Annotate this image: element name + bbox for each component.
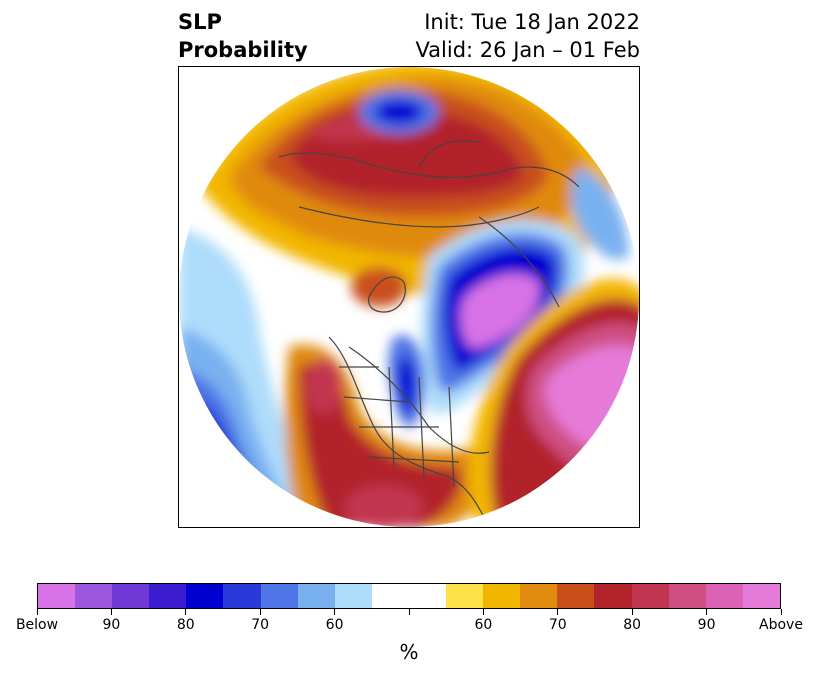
colorbar-tick-label: 70	[251, 617, 270, 633]
colorbar-tick-label: 80	[623, 617, 642, 633]
colorbar-segment	[149, 584, 187, 608]
colorbar-unit: %	[399, 640, 419, 664]
colorbar-tick	[557, 609, 559, 615]
colorbar-tick	[334, 609, 336, 615]
init-date: Init: Tue 18 Jan 2022	[424, 10, 640, 34]
colorbar	[37, 583, 781, 609]
colorbar-tick-label: 60	[474, 617, 493, 633]
polar-map	[178, 66, 640, 528]
colorbar-tick-label: 90	[102, 617, 121, 633]
colorbar-segment	[112, 584, 150, 608]
colorbar-segment	[334, 584, 372, 608]
colorbar-tick	[780, 609, 782, 615]
valid-range: Valid: 26 Jan – 01 Feb	[415, 38, 640, 62]
colorbar-tick	[482, 609, 484, 615]
colorbar-tick	[631, 609, 633, 615]
colorbar-segment	[297, 584, 335, 608]
colorbar-segment	[483, 584, 521, 608]
colorbar-segment	[186, 584, 224, 608]
title-metric: Probability	[178, 38, 308, 62]
colorbar-segment	[557, 584, 595, 608]
colorbar-tick-label: 90	[697, 617, 716, 633]
colorbar-segment	[408, 584, 447, 608]
colorbar-segment	[260, 584, 298, 608]
colorbar-tick-label: 70	[548, 617, 567, 633]
colorbar-tick-label: 80	[176, 617, 195, 633]
colorbar-segment	[446, 584, 484, 608]
colorbar-tick	[408, 609, 410, 615]
probability-field	[179, 67, 639, 527]
colorbar-tick	[259, 609, 261, 615]
colorbar-segment	[75, 584, 113, 608]
colorbar-tick	[36, 609, 38, 615]
colorbar-segment	[742, 584, 780, 608]
colorbar-segment	[668, 584, 706, 608]
colorbar-tick-label: Below	[15, 617, 59, 633]
colorbar-segment	[38, 584, 76, 608]
colorbar-segment	[223, 584, 261, 608]
colorbar-segment	[705, 584, 743, 608]
colorbar-segment	[631, 584, 669, 608]
colorbar-segment	[520, 584, 558, 608]
map-svg	[179, 67, 639, 527]
colorbar-segment	[594, 584, 632, 608]
colorbar-tick	[185, 609, 187, 615]
title-right: Init: Tue 18 Jan 2022 Valid: 26 Jan – 01…	[415, 8, 640, 64]
colorbar-segment	[371, 584, 409, 608]
colorbar-tick	[706, 609, 708, 615]
colorbar-tick-label: 60	[325, 617, 344, 633]
title-variable: SLP	[178, 10, 222, 34]
colorbar-tick-label: Above	[759, 617, 803, 633]
title-left: SLP Probability	[178, 8, 308, 64]
colorbar-tick	[110, 609, 112, 615]
